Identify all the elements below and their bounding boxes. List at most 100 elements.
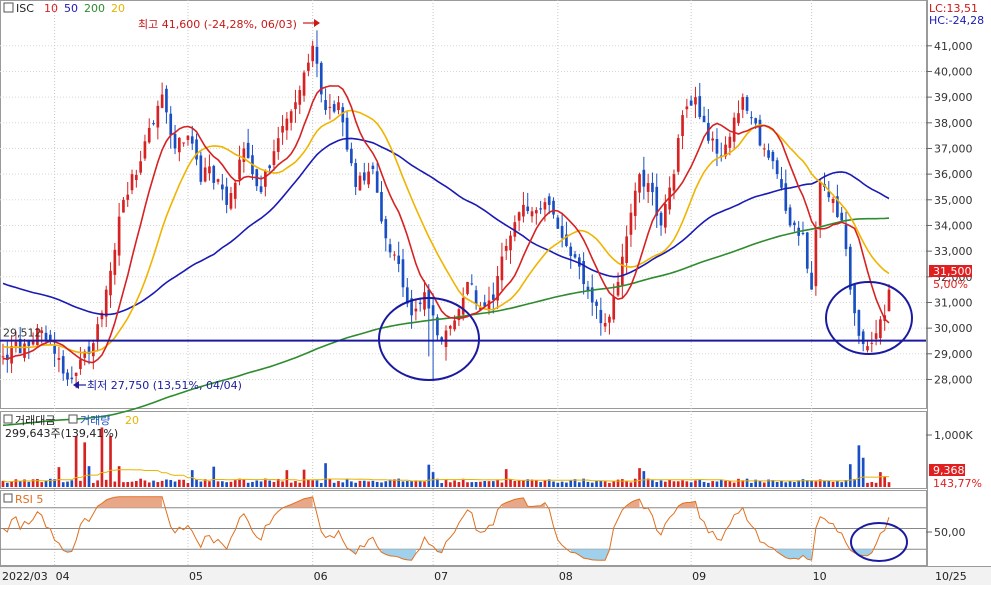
candle-body <box>324 100 327 110</box>
volume-bar <box>178 480 181 487</box>
volume-bar <box>298 483 301 487</box>
candle-body <box>307 63 310 71</box>
candle-body <box>866 346 869 350</box>
candle-body <box>462 298 465 315</box>
volume-bar <box>131 482 134 487</box>
candle-body <box>204 167 207 181</box>
candle-body <box>608 317 611 323</box>
volume-panel-frame <box>1 412 927 489</box>
volume-bar <box>832 482 835 487</box>
candle-body <box>604 323 607 327</box>
date-axis-label: 07 <box>434 570 448 583</box>
candle-body <box>397 256 400 264</box>
volume-bar <box>724 481 727 487</box>
volume-bar <box>122 482 125 487</box>
candle-body <box>122 200 125 213</box>
candle-body <box>548 196 551 205</box>
candle-body <box>221 185 224 190</box>
volume-bar <box>92 483 95 487</box>
candle-body <box>367 172 370 185</box>
ma10-legend: 10 <box>44 2 58 15</box>
volume-bar <box>759 481 762 487</box>
volume-bar <box>561 482 564 487</box>
volume-bar <box>544 480 547 487</box>
candle-body <box>2 356 5 357</box>
volume-bar <box>634 479 637 487</box>
candle-body <box>595 302 598 306</box>
volume-bar <box>126 482 129 487</box>
volume-bar <box>255 480 258 487</box>
candle-body <box>281 126 284 133</box>
volume-bar <box>144 480 147 487</box>
date-axis-label: 09 <box>692 570 706 583</box>
candle-body <box>531 211 534 216</box>
volume-bar <box>380 482 383 487</box>
volume-bar <box>260 481 263 487</box>
candle-body <box>505 246 508 251</box>
candle-body <box>58 358 61 360</box>
candle-body <box>286 119 289 131</box>
candle-body <box>217 179 220 182</box>
volume-bar <box>496 480 499 487</box>
volume-bar <box>2 481 5 487</box>
volume-bar <box>453 480 456 487</box>
last-volume-ratio: 143,77% <box>933 477 982 490</box>
volume-bar <box>212 467 215 487</box>
volume-bar <box>552 482 555 487</box>
candle-body <box>118 217 121 256</box>
candle-body <box>402 259 405 287</box>
candle-body <box>96 324 99 342</box>
candle-body <box>716 139 719 154</box>
volume-bar <box>879 472 882 487</box>
candle-body <box>544 202 547 209</box>
candle-body <box>784 183 787 211</box>
candle-body <box>238 160 241 180</box>
candle-body <box>298 90 301 105</box>
candle-body <box>561 226 564 238</box>
volume-title-a: 거래대금 <box>15 414 55 427</box>
volume-bar <box>621 479 624 487</box>
volume-bar <box>372 481 375 487</box>
volume-bar <box>440 483 443 487</box>
candle-body <box>466 282 469 294</box>
volume-bar <box>268 481 271 487</box>
candle-body <box>191 136 194 143</box>
volume-bar <box>458 482 461 487</box>
volume-bar <box>488 481 491 487</box>
candle-body <box>746 97 749 111</box>
volume-bar <box>161 481 164 487</box>
candle-body <box>45 333 48 340</box>
volume-bar <box>483 481 486 487</box>
volume-bar <box>217 481 220 487</box>
date-axis-label: 10 <box>813 570 827 583</box>
ma50-legend: 50 <box>64 2 78 15</box>
volume-bar <box>376 482 379 487</box>
volume-bar <box>195 479 198 487</box>
candle-body <box>384 219 387 238</box>
candle-body <box>780 179 783 188</box>
candle-body <box>135 175 138 180</box>
candle-body <box>113 250 116 275</box>
price-axis-label: 29,000 <box>934 348 973 361</box>
candle-body <box>767 150 770 158</box>
candle-body <box>840 213 843 221</box>
volume-bar <box>329 479 332 487</box>
price-axis-label: 39,000 <box>934 91 973 104</box>
volume-bar <box>565 483 568 487</box>
date-axis-area <box>0 566 991 585</box>
candle-body <box>337 102 340 110</box>
volume-bar <box>316 480 319 487</box>
volume-bar <box>643 471 646 487</box>
candle-body <box>862 331 865 344</box>
volume-bar <box>827 481 830 487</box>
ticker-box <box>4 3 13 12</box>
volume-bar <box>135 481 138 487</box>
volume-bar <box>677 481 680 487</box>
rsi-title: RSI 5 <box>15 493 43 506</box>
volume-bar <box>513 481 516 487</box>
volume-bar <box>320 483 323 487</box>
volume-bar <box>294 481 297 487</box>
candle-body <box>148 128 151 143</box>
volume-bar <box>686 481 689 487</box>
volume-bar <box>367 481 370 487</box>
